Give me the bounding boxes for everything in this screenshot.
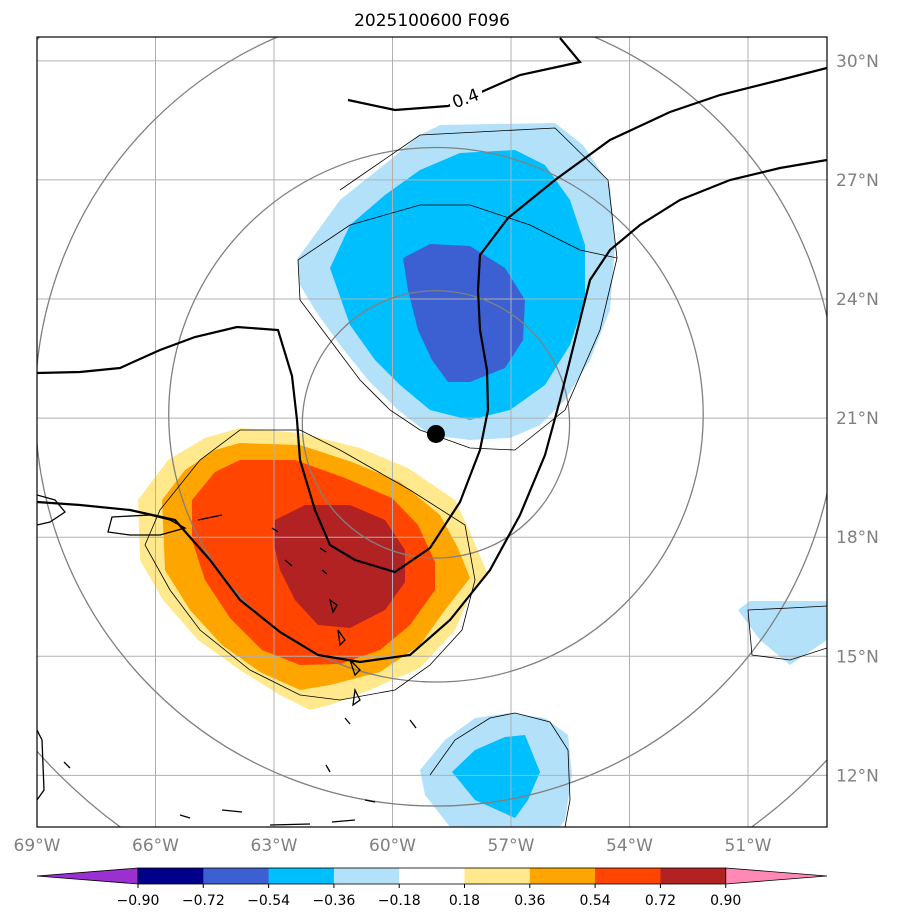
lon-tick-label: 63°W: [251, 836, 298, 856]
storm-center-marker: [426, 424, 445, 443]
range-ring: [168, 146, 704, 683]
colorbar-tick-label: −0.18: [378, 893, 421, 909]
colorbar-tick-label: −0.36: [312, 893, 355, 909]
colorbar-ticks: −0.90 −0.72 −0.54 −0.36 −0.18 0.18 0.36 0.54 0.7…: [117, 884, 741, 909]
negative-anomaly-east-0.18: [738, 601, 827, 665]
lon-tick-label: 57°W: [488, 836, 535, 856]
colorbar-extend-low: [36, 867, 139, 885]
lon-tick-label: 54°W: [606, 836, 653, 856]
lat-tick-label: 15°N: [836, 647, 879, 667]
graticule: [37, 37, 827, 827]
colorbar-segment: [268, 868, 335, 884]
colorbar: [36, 867, 828, 885]
colorbar-tick-label: −0.54: [247, 893, 290, 909]
colorbar-segment: [595, 868, 661, 884]
lon-tick-label: 66°W: [132, 836, 179, 856]
lon-tick-label: 60°W: [369, 836, 416, 856]
lat-tick-label: 30°N: [836, 52, 879, 72]
colorbar-segment: [529, 868, 596, 884]
colorbar-segment: [660, 868, 727, 884]
positive-anomaly-0.72: [274, 505, 405, 628]
colorbar-tick-label: 0.72: [645, 893, 676, 909]
colorbar-tick-label: 0.90: [710, 893, 741, 909]
colorbar-segment: [138, 868, 204, 884]
colorbar-tick-label: 0.18: [449, 893, 480, 909]
lat-tick-label: 18°N: [836, 528, 879, 548]
lat-tick-label: 12°N: [836, 766, 879, 786]
colorbar-tick-label: 0.36: [514, 893, 545, 909]
longitude-ticks: 69°W 66°W 63°W 60°W 57°W 54°W 51°W: [14, 836, 772, 856]
range-ring: [37, 37, 827, 807]
colorbar-frame: [137, 867, 727, 885]
contour-label-bg: [450, 86, 482, 106]
latitude-ticks: 30°N 27°N 24°N 21°N 18°N 15°N 12°N: [836, 52, 879, 787]
thin-contours: [144, 127, 827, 827]
colorbar-extend-high: [725, 867, 828, 885]
colorbar-tick-label: −0.90: [117, 893, 160, 909]
negative-anomaly-0.54: [403, 244, 525, 382]
colorbar-tick-label: −0.72: [182, 893, 225, 909]
colorbar-tick-label: 0.54: [580, 893, 611, 909]
map-frame: [36, 36, 828, 828]
colorbar-segment: [464, 868, 531, 884]
lat-tick-label: 24°N: [836, 290, 879, 310]
colorbar-segment: [399, 868, 465, 884]
coastlines: [37, 494, 417, 826]
lon-tick-label: 69°W: [14, 836, 61, 856]
colorbar-segment: [203, 868, 270, 884]
colorbar-segment: [333, 868, 400, 884]
chart-title: 2025100600 F096: [354, 11, 510, 31]
lat-tick-label: 21°N: [836, 409, 879, 429]
lon-tick-label: 51°W: [725, 836, 772, 856]
lat-tick-label: 27°N: [836, 171, 879, 191]
range-ring: [301, 290, 571, 559]
